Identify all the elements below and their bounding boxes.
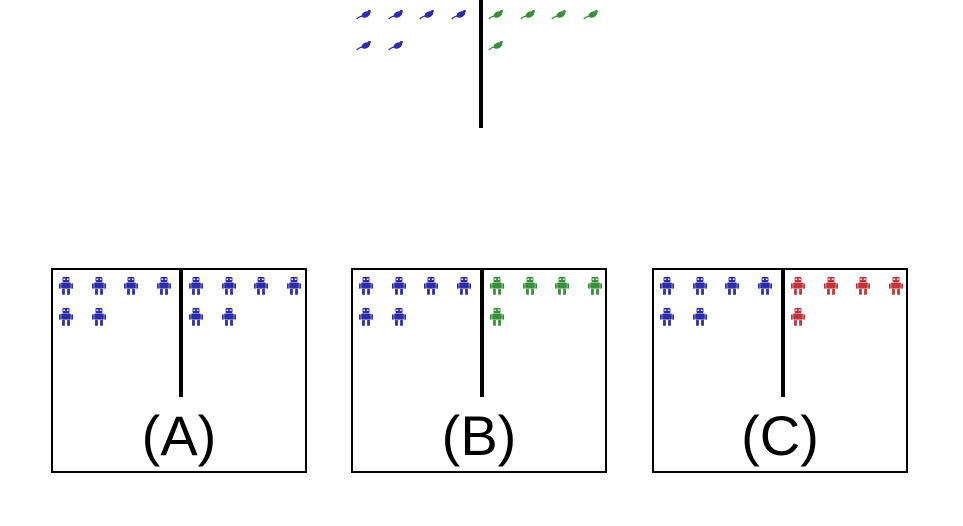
robot-icon (693, 307, 707, 332)
mouse-icon (487, 8, 505, 26)
mouse-icon (418, 8, 436, 26)
robot-icon (693, 276, 707, 301)
option-b-right-group (490, 276, 610, 336)
robot-icon (824, 276, 838, 301)
robot-icon (424, 276, 438, 301)
robot-icon (92, 276, 106, 301)
top-divider (479, 0, 483, 128)
robot-icon (392, 307, 406, 332)
option-b-divider (480, 270, 484, 397)
robot-icon (758, 276, 772, 301)
mouse-icon (450, 8, 468, 26)
robot-icon (490, 276, 504, 301)
mouse-icon (582, 8, 600, 26)
option-c-left-group (660, 276, 780, 336)
robot-icon (555, 276, 569, 301)
robot-icon (359, 307, 373, 332)
robot-icon (189, 307, 203, 332)
robot-icon (287, 276, 301, 301)
top-right-group (487, 8, 609, 68)
robot-icon (660, 276, 674, 301)
mouse-icon (550, 8, 568, 26)
robot-icon (124, 276, 138, 301)
robot-icon (92, 307, 106, 332)
option-a-divider (179, 270, 183, 397)
robot-icon (490, 307, 504, 332)
robot-icon (523, 276, 537, 301)
option-c-right-group (791, 276, 911, 336)
mouse-icon (487, 39, 505, 57)
option-c-divider (781, 270, 785, 397)
top-left-group (355, 8, 477, 68)
robot-icon (856, 276, 870, 301)
mouse-icon (387, 39, 405, 57)
mouse-icon (387, 8, 405, 26)
robot-icon (189, 276, 203, 301)
robot-icon (59, 276, 73, 301)
robot-icon (791, 276, 805, 301)
robot-icon (222, 307, 236, 332)
option-a-box[interactable]: (A) (51, 268, 307, 473)
option-a-label: (A) (53, 408, 305, 464)
robot-icon (457, 276, 471, 301)
option-b-box[interactable]: (B) (351, 268, 607, 473)
robot-icon (157, 276, 171, 301)
robot-icon (588, 276, 602, 301)
robot-icon (889, 276, 903, 301)
robot-icon (222, 276, 236, 301)
robot-icon (254, 276, 268, 301)
robot-icon (392, 276, 406, 301)
robot-icon (725, 276, 739, 301)
option-a-left-group (59, 276, 179, 336)
robot-icon (660, 307, 674, 332)
robot-icon (59, 307, 73, 332)
option-b-left-group (359, 276, 479, 336)
option-b-label: (B) (353, 408, 605, 464)
mouse-icon (519, 8, 537, 26)
option-a-right-group (189, 276, 309, 336)
mouse-icon (355, 39, 373, 57)
robot-icon (359, 276, 373, 301)
mouse-icon (355, 8, 373, 26)
robot-icon (791, 307, 805, 332)
option-c-label: (C) (654, 408, 906, 464)
option-c-box[interactable]: (C) (652, 268, 908, 473)
